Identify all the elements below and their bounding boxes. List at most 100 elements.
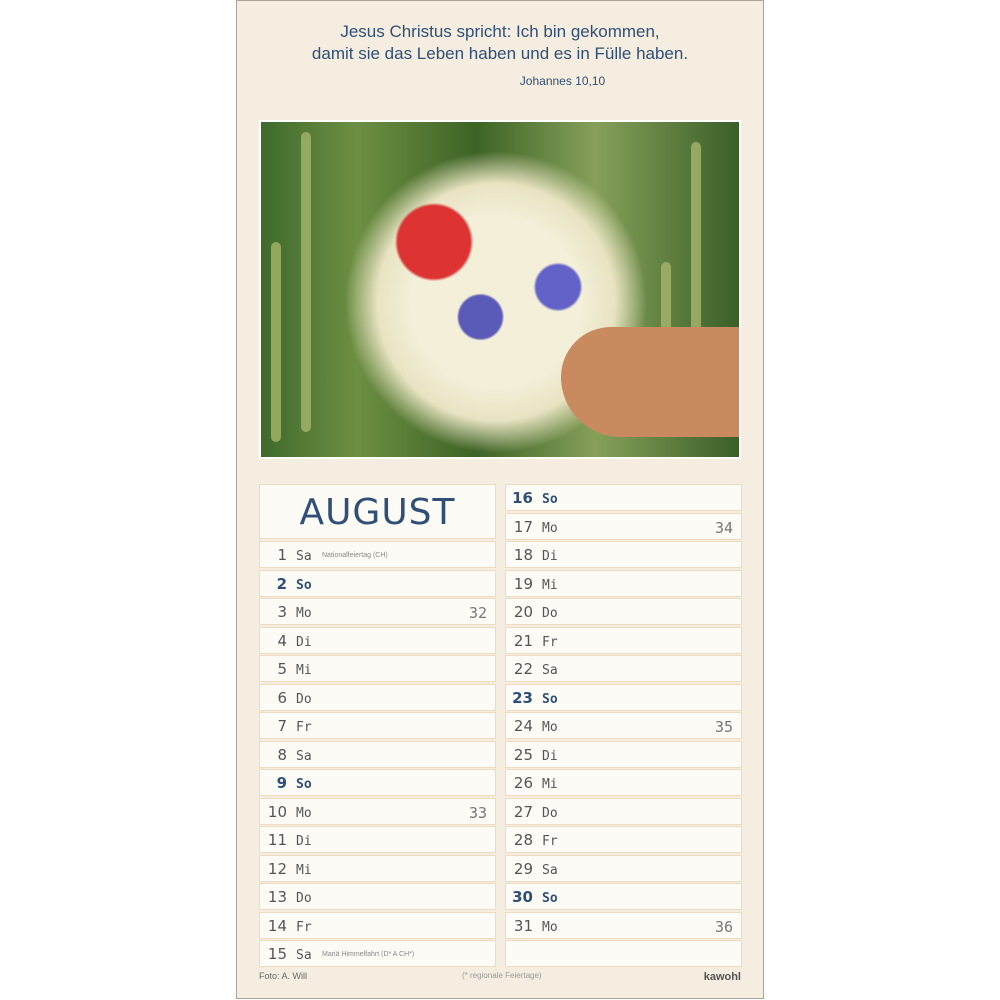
day-number: 13 <box>267 888 287 906</box>
day-row: 18 Di <box>505 541 742 568</box>
weekday: Di <box>542 748 558 764</box>
photo-credit: Foto: A. Will <box>259 971 308 981</box>
calendar-page: Jesus Christus spricht: Ich bin gekommen… <box>236 0 764 999</box>
day-number: 2 <box>276 574 287 593</box>
day-row: 24 Mo 35 <box>505 712 742 739</box>
day-number: 11 <box>267 831 287 849</box>
day-number: 25 <box>513 745 533 764</box>
weekday: Di <box>296 634 312 650</box>
weekday: So <box>542 492 558 507</box>
day-row: 27 Do <box>505 797 742 825</box>
day-row: 13 Do <box>259 883 496 910</box>
day-number: 23 <box>512 688 533 707</box>
weekday: Mi <box>542 777 558 792</box>
day-row: 1 Sa Nationalfeiertag (CH) <box>259 541 496 568</box>
quote-source: Johannes 10,10 <box>519 74 606 88</box>
holiday-label: Nationalfeiertag (CH) <box>322 552 388 559</box>
day-row: 9 So <box>259 769 496 796</box>
day-row: 12 Mi <box>259 854 496 882</box>
bible-quote: Jesus Christus spricht: Ich bin gekommen… <box>237 21 763 65</box>
day-number: 26 <box>513 774 533 792</box>
day-number: 4 <box>277 631 287 650</box>
day-row: 22 Sa <box>505 655 742 682</box>
day-number: 31 <box>513 916 533 935</box>
weekday: So <box>296 577 312 593</box>
quote-line-2: damit sie das Leben haben und es in Füll… <box>311 44 689 63</box>
weekday: Sa <box>296 748 312 764</box>
day-number: 17 <box>513 517 533 536</box>
day-row: 19 Mi <box>505 569 742 597</box>
day-row: 26 Mi <box>505 769 742 796</box>
day-number: 10 <box>267 802 287 821</box>
day-number: 18 <box>513 546 533 564</box>
day-row: 23 So <box>505 683 742 711</box>
weekday: Do <box>296 891 312 906</box>
day-number: 14 <box>267 916 287 935</box>
weekday: Di <box>296 834 312 849</box>
weekday: Mi <box>542 577 558 593</box>
week-number: 34 <box>714 518 733 537</box>
day-number: 12 <box>267 859 287 878</box>
day-number: 19 <box>513 574 533 593</box>
weekday: Sa <box>296 948 312 963</box>
weekday: Mo <box>296 606 312 621</box>
weekday: Sa <box>542 862 558 878</box>
day-row: 16 So <box>505 484 742 511</box>
weekday: Fr <box>296 919 312 935</box>
day-number: 8 <box>277 745 287 764</box>
weekday: Sa <box>296 549 312 564</box>
day-row: 20 Do <box>505 598 742 625</box>
weekday: Fr <box>542 634 558 650</box>
weekday: Do <box>296 691 312 707</box>
weekday: So <box>542 891 558 906</box>
day-row: 21 Fr <box>505 626 742 654</box>
weekday: Mi <box>296 663 312 678</box>
day-number: 20 <box>513 603 533 621</box>
empty-row <box>505 940 742 967</box>
day-number: 22 <box>513 660 533 678</box>
weekday: Di <box>542 549 558 564</box>
day-row: 31 Mo 36 <box>505 911 742 939</box>
day-number: 3 <box>277 603 287 621</box>
day-row: 10 Mo 33 <box>259 797 496 825</box>
weekday: Sa <box>542 663 558 678</box>
weekday: Do <box>542 805 558 821</box>
day-row: 25 Di <box>505 740 742 768</box>
day-number: 27 <box>513 802 533 821</box>
weekday: So <box>542 691 558 707</box>
week-number: 35 <box>714 718 733 736</box>
day-number: 29 <box>513 859 533 878</box>
day-row: 11 Di <box>259 826 496 853</box>
day-number: 24 <box>513 717 533 735</box>
week-number: 32 <box>468 604 487 622</box>
holiday-note: (* regionale Feiertage) <box>462 971 542 980</box>
weekday: So <box>296 777 312 792</box>
day-number: 15 <box>267 945 287 963</box>
month-title: AUGUST <box>259 484 496 539</box>
day-number: 1 <box>277 546 287 564</box>
day-row: 29 Sa <box>505 854 742 882</box>
day-number: 5 <box>277 660 287 678</box>
day-number: 30 <box>512 888 533 906</box>
flower-bouquet-photo <box>259 120 741 459</box>
weekday: Mi <box>296 862 312 878</box>
weekday: Mo <box>542 720 558 735</box>
week-number: 33 <box>468 803 487 822</box>
weekday: Do <box>542 606 558 621</box>
day-number: 16 <box>512 489 533 507</box>
holiday-label: Mariä Himmelfahrt (D* A CH*) <box>322 951 415 958</box>
day-row: 3 Mo 32 <box>259 598 496 625</box>
day-row: 17 Mo 34 <box>505 512 742 540</box>
day-row: 8 Sa <box>259 740 496 768</box>
day-row: 4 Di <box>259 626 496 654</box>
weekday: Fr <box>296 720 312 735</box>
day-row: 14 Fr <box>259 911 496 939</box>
week-number: 36 <box>714 917 733 936</box>
weekday: Fr <box>542 834 558 849</box>
brand-logo: kawohl <box>703 971 741 983</box>
weekday: Mo <box>296 805 312 821</box>
day-number: 21 <box>513 631 533 650</box>
quote-line-1: Jesus Christus spricht: Ich bin gekommen… <box>340 22 660 41</box>
day-row: 30 So <box>505 883 742 910</box>
day-number: 7 <box>277 717 287 735</box>
